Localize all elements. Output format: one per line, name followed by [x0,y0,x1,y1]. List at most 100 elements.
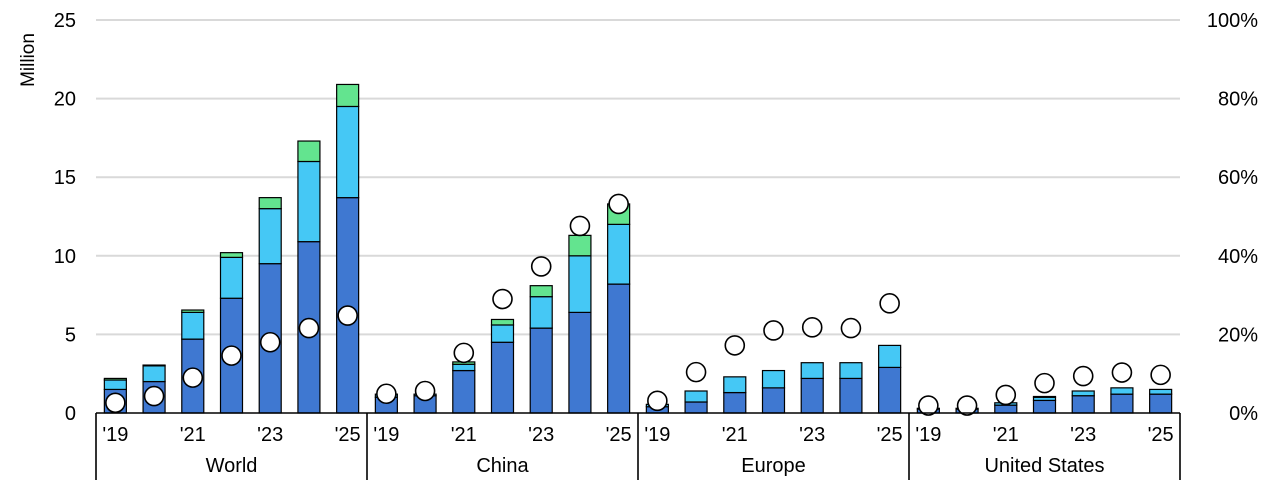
axes: Million 0 5 10 15 20 25 0% 20% 40% 60% 80% 100% '19 '… [18,10,1258,480]
x-tick-label: '19 [915,424,941,446]
group-label: World [206,455,258,477]
bar-segment [103,379,127,391]
share-marker [337,305,358,326]
share-marker [182,367,204,388]
bar-segment [490,324,515,343]
share-marker [1072,365,1094,387]
x-tick-label: '25 [1148,424,1174,446]
bar-segment [181,311,205,340]
bars [103,83,1173,414]
x-tick-label: '23 [528,424,554,446]
bar-segment [761,387,786,414]
share-marker [298,317,320,339]
bar-segment [839,377,863,414]
bar-segment [723,376,747,394]
y-right-tick-label: 60% [1218,167,1258,189]
bar-segment [1149,388,1173,395]
share-marker [647,390,668,412]
share-marker [1111,362,1133,383]
bar-segment [1071,390,1095,397]
bar-segment [1110,393,1134,414]
y-left-tick-label: 10 [54,246,76,268]
y-axis-left-title: Million [18,33,39,87]
share-marker [956,395,978,416]
bar-segment [723,391,747,414]
bar-segment [1149,393,1173,414]
share-marker [259,331,281,353]
bar-segment [994,404,1018,414]
share-marker [879,293,900,314]
share-marker [608,193,629,215]
share-marker [105,392,126,414]
bar-segment [684,390,708,403]
gridlines [96,19,1180,336]
share-marker [1150,364,1171,386]
bar-segment [297,160,321,243]
bar-segment [1071,395,1095,414]
y-left-tick-label: 25 [54,10,76,32]
bar-segment [529,296,553,329]
share-marker [918,395,939,416]
y-right-tick-label: 100% [1207,10,1258,32]
x-tick-label: '19 [373,424,399,446]
share-marker [724,335,746,356]
bar-segment [1032,395,1057,398]
x-tick-label: '21 [993,424,1019,446]
share-marker [376,383,397,405]
y-left-tick-label: 0 [65,403,76,425]
bar-segment [258,208,282,265]
share-marker [995,384,1017,406]
share-marker [801,317,823,338]
x-tick-label: '25 [335,424,361,446]
bar-segment [761,369,786,389]
bar-segment [490,341,515,414]
bar-segment [142,365,166,383]
bar-segment [1110,387,1134,395]
bar-segment [336,83,360,108]
x-tick-label: '21 [722,424,748,446]
x-tick-label: '21 [451,424,477,446]
bar-segment [684,401,708,414]
bar-segment [103,377,127,381]
y-right-tick-label: 80% [1218,89,1258,111]
y-left-tick-label: 15 [54,167,76,189]
y-right-tick-label: 20% [1218,324,1258,346]
share-marker [763,320,784,341]
bar-segment [297,140,321,163]
bar-segment [452,363,476,372]
bar-segment [800,377,824,414]
bar-segment [878,366,902,414]
share-marker [1034,372,1055,394]
share-marker [221,345,242,366]
bar-segment [568,311,592,414]
group-label: United States [984,455,1104,477]
bar-segment [800,362,824,380]
bar-segment [181,309,205,313]
bar-segment [607,223,631,285]
x-tick-label: '19 [102,424,128,446]
share-marker [453,342,475,364]
group-label: Europe [741,455,806,477]
share-marker [685,361,707,383]
y-right-tick-label: 0% [1229,403,1258,425]
bar-segment [219,256,244,299]
group-label: China [476,455,529,477]
x-tick-label: '21 [180,424,206,446]
share-marker [840,317,862,339]
y-right-tick-label: 40% [1218,246,1258,268]
share-marker [569,215,591,237]
share-marker [143,385,165,407]
x-tick-label: '25 [606,424,632,446]
bar-segment [839,362,863,380]
bar-segment [529,327,553,414]
bar-segment [568,234,592,257]
x-tick-label: '25 [877,424,903,446]
bar-segment [1032,399,1057,414]
bar-segment [878,344,902,369]
bar-segment [529,285,553,298]
x-tick-label: '23 [257,424,283,446]
bar-segment [490,318,515,326]
y-left-tick-label: 20 [54,89,76,111]
x-tick-label: '23 [799,424,825,446]
